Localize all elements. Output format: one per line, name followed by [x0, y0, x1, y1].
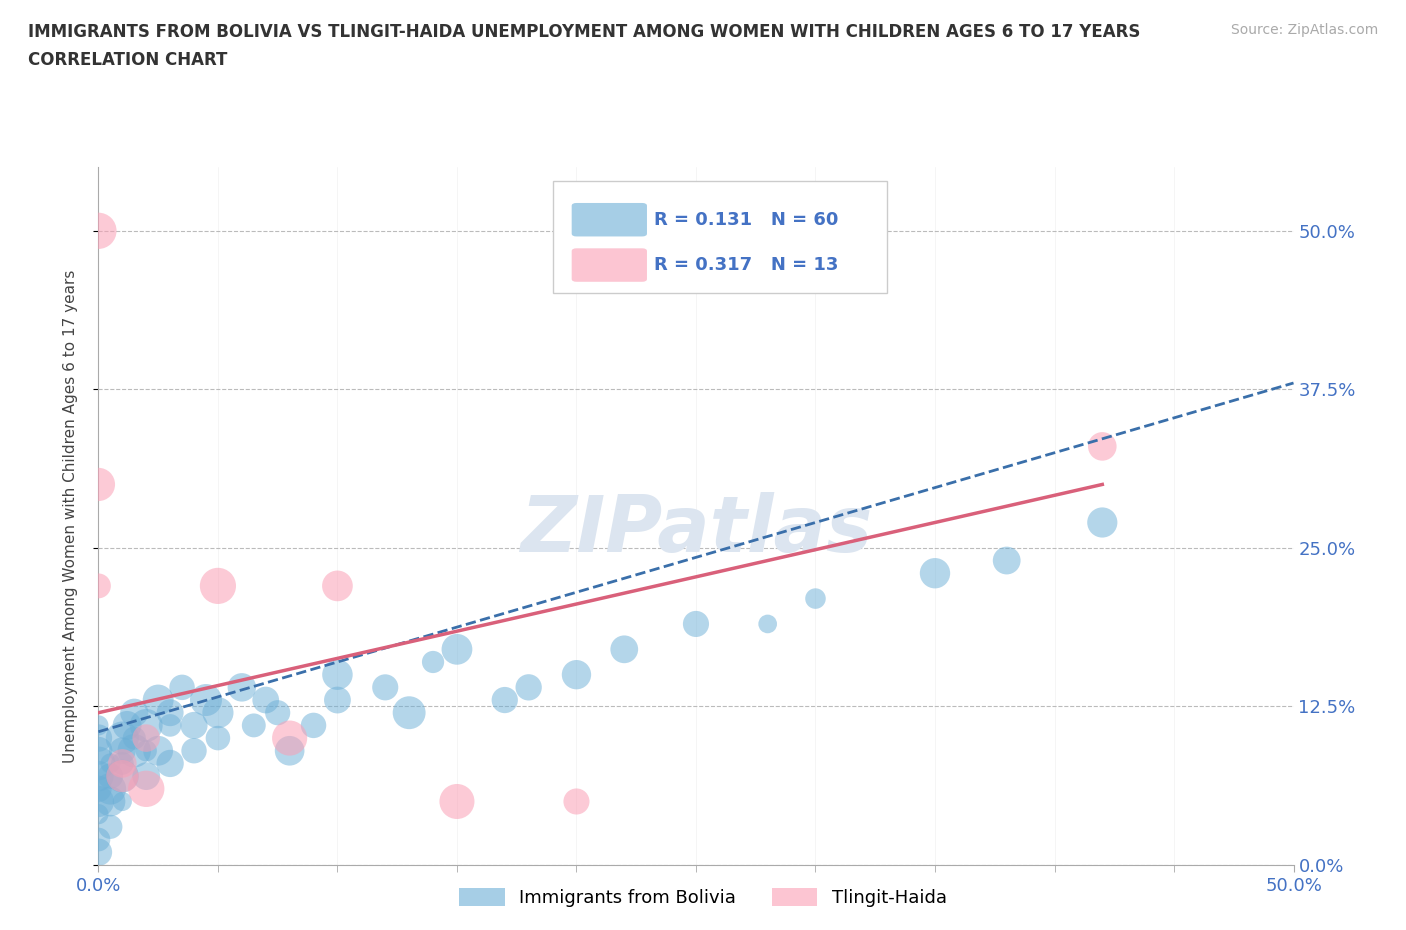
Point: [172, 680, 194, 695]
Point: [135, 781, 157, 796]
FancyBboxPatch shape: [553, 181, 887, 293]
Point: [446, 642, 468, 657]
Point: [207, 731, 229, 746]
Point: [111, 769, 134, 784]
Point: [87, 844, 110, 859]
Point: [135, 743, 157, 758]
Point: [685, 617, 707, 631]
Point: [98, 781, 122, 796]
Point: [87, 578, 110, 593]
Point: [148, 743, 170, 758]
Point: [924, 565, 946, 580]
Point: [87, 743, 110, 758]
Point: [87, 794, 110, 809]
Point: [278, 743, 301, 758]
Point: [111, 756, 134, 771]
Point: [446, 794, 468, 809]
Point: [111, 756, 134, 771]
Point: [87, 781, 110, 796]
Point: [243, 718, 266, 733]
Point: [183, 743, 205, 758]
Point: [98, 756, 122, 771]
Point: [159, 705, 181, 720]
Point: [183, 718, 205, 733]
Point: [159, 718, 181, 733]
Point: [565, 667, 588, 682]
Point: [87, 223, 110, 238]
Point: [995, 553, 1018, 568]
Point: [207, 705, 229, 720]
Point: [124, 743, 146, 758]
Text: R = 0.317   N = 13: R = 0.317 N = 13: [654, 256, 838, 274]
Point: [111, 743, 134, 758]
Point: [613, 642, 636, 657]
Point: [148, 693, 170, 708]
Point: [398, 705, 420, 720]
Point: [422, 655, 444, 670]
Point: [87, 832, 110, 847]
Point: [115, 718, 138, 733]
Point: [98, 819, 122, 834]
Point: [135, 731, 157, 746]
Point: [254, 693, 277, 708]
Point: [1091, 515, 1114, 530]
Point: [494, 693, 516, 708]
Point: [804, 591, 827, 606]
Point: [135, 769, 157, 784]
Point: [135, 718, 157, 733]
Point: [87, 731, 110, 746]
Point: [326, 667, 349, 682]
Point: [124, 705, 146, 720]
Point: [98, 769, 122, 784]
Text: ZIPatlas: ZIPatlas: [520, 492, 872, 568]
Point: [326, 693, 349, 708]
Text: IMMIGRANTS FROM BOLIVIA VS TLINGIT-HAIDA UNEMPLOYMENT AMONG WOMEN WITH CHILDREN : IMMIGRANTS FROM BOLIVIA VS TLINGIT-HAIDA…: [28, 23, 1140, 41]
Point: [517, 680, 540, 695]
Point: [374, 680, 396, 695]
Point: [207, 578, 229, 593]
Legend: Immigrants from Bolivia, Tlingit-Haida: Immigrants from Bolivia, Tlingit-Haida: [450, 879, 956, 916]
Point: [98, 794, 122, 809]
Text: R = 0.131   N = 60: R = 0.131 N = 60: [654, 211, 838, 229]
Point: [278, 731, 301, 746]
FancyBboxPatch shape: [572, 248, 647, 282]
Point: [87, 756, 110, 771]
Point: [1091, 439, 1114, 454]
Point: [111, 769, 134, 784]
FancyBboxPatch shape: [572, 203, 647, 236]
Point: [87, 769, 110, 784]
Point: [194, 693, 218, 708]
Point: [159, 756, 181, 771]
Text: Source: ZipAtlas.com: Source: ZipAtlas.com: [1230, 23, 1378, 37]
Y-axis label: Unemployment Among Women with Children Ages 6 to 17 years: Unemployment Among Women with Children A…: [63, 270, 77, 763]
Point: [111, 731, 134, 746]
Point: [87, 718, 110, 733]
Point: [87, 477, 110, 492]
Point: [756, 617, 779, 631]
Point: [267, 705, 290, 720]
Point: [231, 680, 253, 695]
Point: [565, 794, 588, 809]
Point: [302, 718, 325, 733]
Text: CORRELATION CHART: CORRELATION CHART: [28, 51, 228, 69]
Point: [111, 794, 134, 809]
Point: [87, 806, 110, 821]
Point: [124, 731, 146, 746]
Point: [326, 578, 349, 593]
